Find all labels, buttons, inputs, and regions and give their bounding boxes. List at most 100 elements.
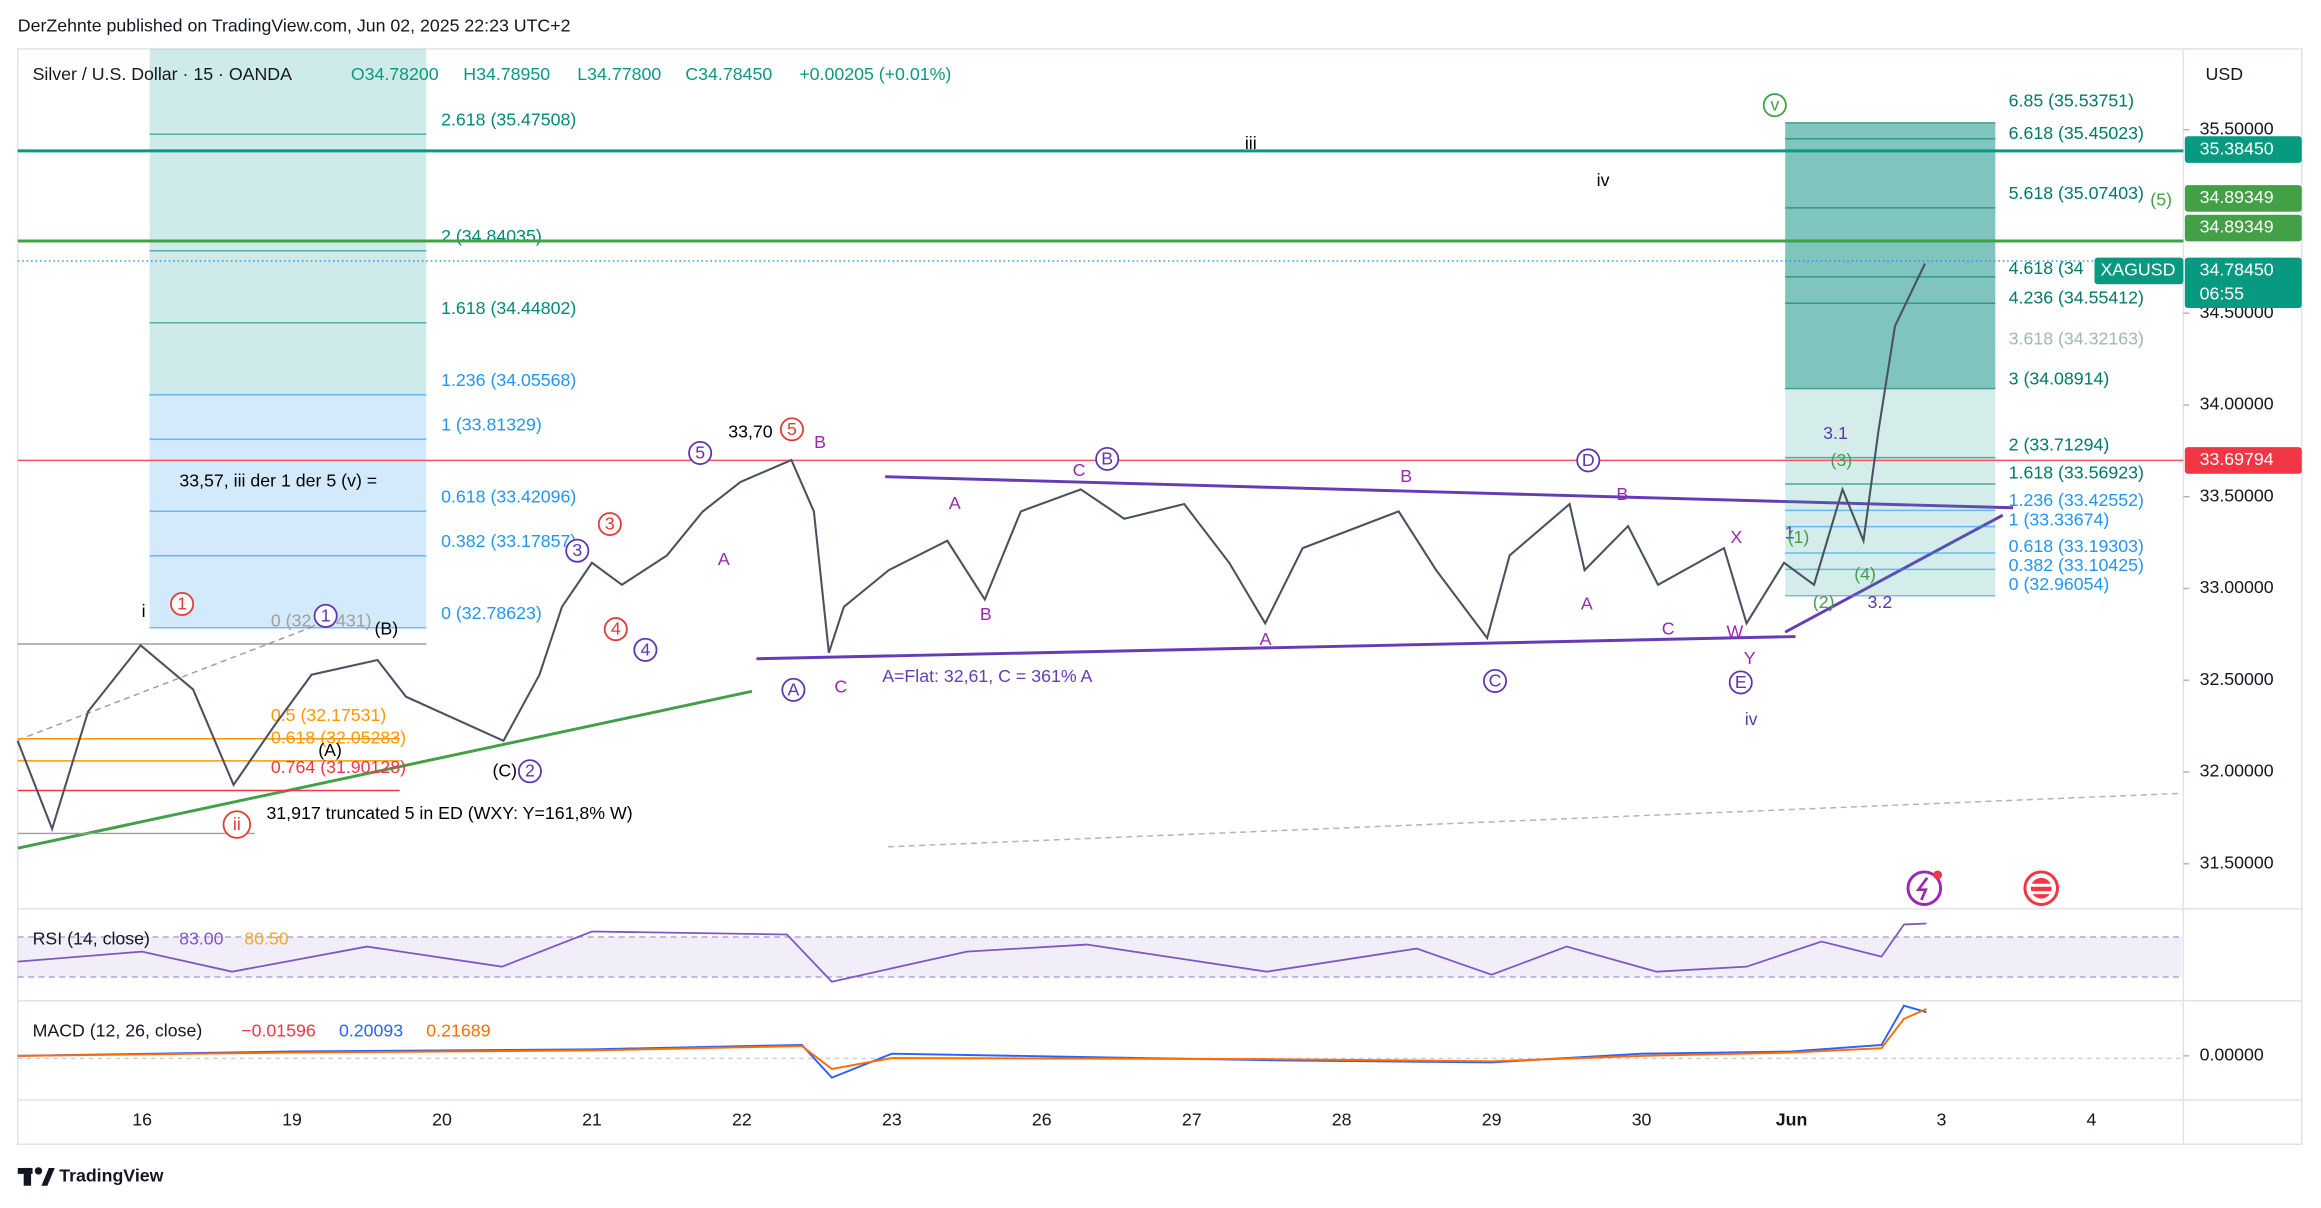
trendline xyxy=(756,635,1796,661)
fib-label: 4.236 (34.55412) xyxy=(2009,288,2144,308)
time-label: 22 xyxy=(732,1109,752,1129)
ohlc: H34.78950 xyxy=(463,64,550,84)
wave-circle xyxy=(517,759,542,784)
macd-line xyxy=(17,1004,1927,1079)
wave-circle xyxy=(688,441,713,466)
wave-label: v xyxy=(1770,95,1779,115)
fib-label: 1 (33.81329) xyxy=(441,415,542,435)
price-tick-label: 32.00000 xyxy=(2200,761,2274,781)
signal-line xyxy=(17,1008,1927,1070)
fib-label: 2 (34.84035) xyxy=(441,226,542,246)
ohlc: L34.77800 xyxy=(577,64,661,84)
wave-circle xyxy=(603,617,628,642)
ohlc: O34.78200 xyxy=(351,64,439,84)
fib-label: 1 (33.33674) xyxy=(2009,509,2110,529)
wave-label: (1) xyxy=(1788,527,1810,547)
time-label: 30 xyxy=(1632,1109,1652,1129)
rsi-value: 83.00 xyxy=(179,929,224,949)
wave-label: iv xyxy=(1745,709,1758,729)
wave-label: B xyxy=(1616,484,1628,504)
wave-label: (3) xyxy=(1831,450,1853,470)
brand: TradingView xyxy=(59,1166,163,1186)
wave-circle xyxy=(633,637,658,662)
time-label: 20 xyxy=(432,1109,452,1129)
fib-label: 6.618 (35.45023) xyxy=(2009,123,2144,143)
wave-label: (C) xyxy=(492,761,517,781)
fib-box xyxy=(149,48,427,395)
price-tag-label: 35.38450 xyxy=(2200,138,2274,158)
macd-zero-label: 0.00000 xyxy=(2200,1045,2264,1065)
trendline xyxy=(888,792,2179,848)
fib-label: 0 (32.96054) xyxy=(2009,574,2110,594)
symbol: Silver / U.S. Dollar · 15 · OANDA xyxy=(33,64,293,84)
wave-label: A xyxy=(1260,629,1272,649)
time-label: 4 xyxy=(2086,1109,2096,1129)
wave-circle xyxy=(1483,668,1508,693)
wave-label: 5 xyxy=(695,442,705,462)
wave-label: W xyxy=(1726,622,1743,642)
wave-label: C xyxy=(834,676,847,696)
rsi-title: RSI (14, close) xyxy=(33,929,150,949)
price-tick-label: 31.50000 xyxy=(2200,852,2274,872)
price-tick-label: 35.50000 xyxy=(2200,118,2274,138)
price-tag xyxy=(2184,185,2302,212)
wave-circle xyxy=(1576,448,1601,473)
fib-label: 2.618 (35.47508) xyxy=(441,110,576,130)
fib-label: 1.618 (33.56923) xyxy=(2009,462,2144,482)
logo xyxy=(17,1167,55,1186)
wave-circle xyxy=(222,810,252,839)
wave-label: D xyxy=(1582,450,1595,470)
fib-label: 0.382 (33.17857) xyxy=(441,531,576,551)
publisher: DerZehnte published on TradingView.com, … xyxy=(18,15,571,35)
wave-label: 2 xyxy=(525,761,535,781)
wave-label: Y xyxy=(1744,648,1756,668)
wave-label: 3 xyxy=(605,513,615,533)
time-label: 29 xyxy=(1482,1109,1502,1129)
wave-label: 4 xyxy=(611,619,621,639)
price-tag-label: 34.89349 xyxy=(2200,187,2274,207)
time-label: 23 xyxy=(882,1109,902,1129)
wave-label: i xyxy=(142,601,146,621)
wave-label: C xyxy=(1073,460,1086,480)
wave-label: A=Flat: 32,61, C = 361% A xyxy=(882,666,1092,686)
wave-label: iv xyxy=(1597,170,1610,190)
time-label: 26 xyxy=(1032,1109,1052,1129)
price-tag xyxy=(2184,214,2302,242)
fib-label: 3 (34.08914) xyxy=(2009,368,2110,388)
event-icon[interactable] xyxy=(2023,870,2059,906)
symbol-tag-label: XAGUSD xyxy=(2100,260,2175,280)
fib-label: 0.618 (32.05283) xyxy=(271,727,406,747)
wave-label: B xyxy=(1101,448,1113,468)
wave-label: C xyxy=(1662,619,1675,639)
wave-label: 4 xyxy=(640,639,650,659)
price-tick-label: 33.50000 xyxy=(2200,485,2274,505)
currency: USD xyxy=(2206,64,2243,84)
wave-label: iii xyxy=(1245,133,1257,153)
fib-label: 4.618 (34 xyxy=(2009,258,2084,278)
fib-label: 0.618 (33.19303) xyxy=(2009,536,2144,556)
wave-label: A xyxy=(1581,593,1593,613)
wave-circle xyxy=(597,512,622,537)
ohlc: +0.00205 (+0.01%) xyxy=(799,64,951,84)
time-label: Jun xyxy=(1776,1109,1808,1129)
wave-label: B xyxy=(814,432,826,452)
price-tag xyxy=(2184,257,2302,308)
wave-circle xyxy=(1762,93,1787,118)
alert-icon[interactable] xyxy=(1906,870,1943,906)
wave-label: (4) xyxy=(1854,564,1876,584)
wave-circle xyxy=(779,417,804,442)
price-line xyxy=(16,263,1926,833)
wave-label: ii xyxy=(233,814,241,834)
fib-label: 1.618 (34.44802) xyxy=(441,298,576,318)
fib-label: 31,917 truncated 5 in ED (WXY: Y=161,8% … xyxy=(266,803,632,823)
fib-label: 0.382 (33.10425) xyxy=(2009,555,2144,575)
wave-circle xyxy=(1095,446,1120,471)
wave-circle xyxy=(781,677,806,702)
wave-label: (5) xyxy=(2150,189,2172,209)
wave-label: B xyxy=(980,604,992,624)
wave-label: C xyxy=(1489,670,1502,690)
wave-label: 1 xyxy=(177,593,187,613)
ohlc: C34.78450 xyxy=(685,64,772,84)
wave-label: E xyxy=(1735,672,1747,692)
